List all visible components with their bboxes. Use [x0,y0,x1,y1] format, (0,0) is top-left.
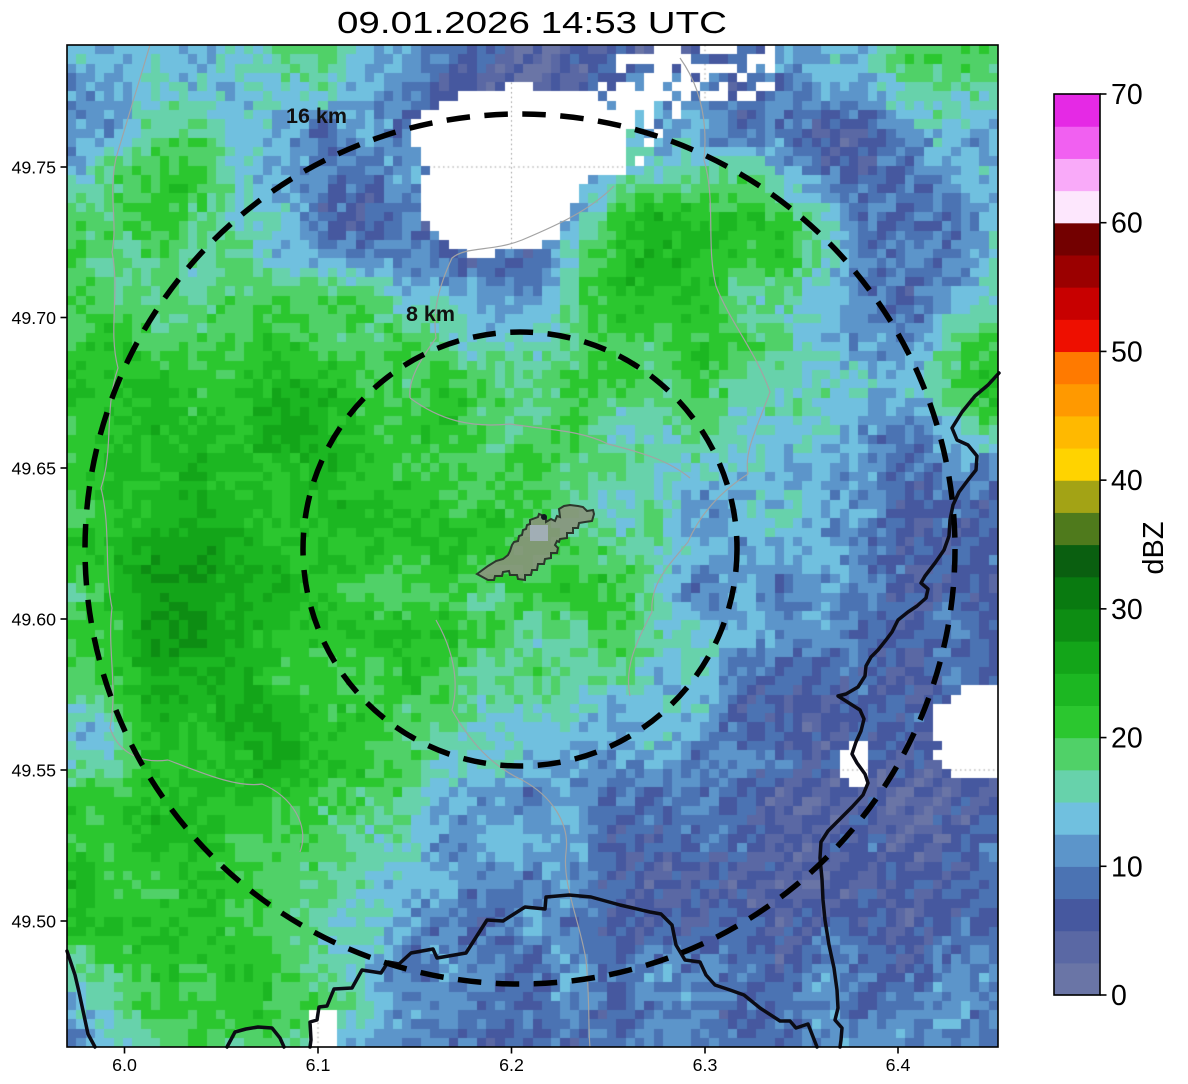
svg-text:6.1: 6.1 [306,1055,331,1075]
svg-text:49.55: 49.55 [12,761,57,781]
svg-text:50: 50 [1111,336,1143,368]
svg-text:70: 70 [1111,79,1143,111]
svg-text:20: 20 [1111,723,1143,755]
svg-text:dBZ: dBZ [1138,521,1170,574]
svg-text:49.65: 49.65 [12,459,57,479]
svg-text:8 km: 8 km [406,302,455,326]
svg-text:16 km: 16 km [286,104,347,128]
svg-text:49.50: 49.50 [12,912,57,932]
svg-text:30: 30 [1111,594,1143,626]
svg-text:10: 10 [1111,851,1143,883]
svg-text:6.0: 6.0 [112,1055,137,1075]
svg-text:0: 0 [1111,980,1127,1012]
svg-text:49.60: 49.60 [12,610,57,630]
svg-text:40: 40 [1111,465,1143,497]
svg-text:6.2: 6.2 [499,1055,524,1075]
svg-text:49.75: 49.75 [12,158,57,178]
svg-text:09.01.2026 14:53 UTC: 09.01.2026 14:53 UTC [337,5,727,40]
svg-text:60: 60 [1111,208,1143,240]
svg-text:6.3: 6.3 [693,1055,718,1075]
svg-text:49.70: 49.70 [12,308,57,328]
svg-text:6.4: 6.4 [886,1055,911,1075]
